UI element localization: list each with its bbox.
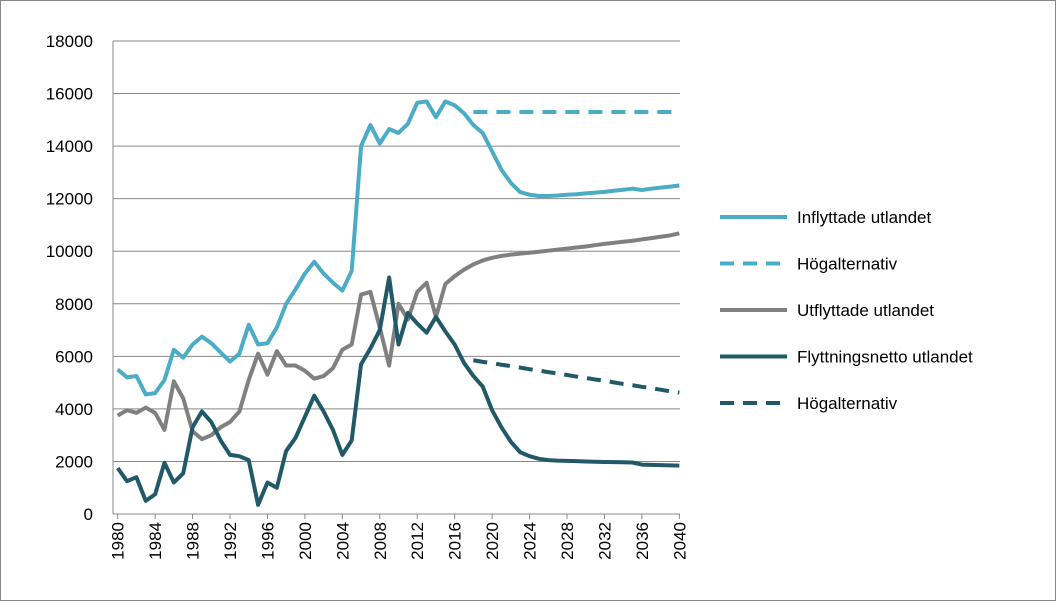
line-series xyxy=(473,358,680,395)
x-tick-label: 2024 xyxy=(521,522,540,560)
x-tick-label: 2032 xyxy=(595,522,614,560)
legend-label: Högalternativ xyxy=(797,394,898,413)
x-tick-label: 2020 xyxy=(483,522,502,560)
line-series xyxy=(116,275,680,507)
y-tick-label: 14000 xyxy=(46,137,93,156)
legend-label: Inflyttade utlandet xyxy=(797,208,931,227)
y-tick-label: 6000 xyxy=(55,347,93,366)
x-tick-label: 2008 xyxy=(371,522,390,560)
x-tick-label: 2000 xyxy=(296,522,315,560)
x-tick-label: 2036 xyxy=(633,522,652,560)
y-tick-label: 0 xyxy=(84,505,93,524)
y-tick-label: 18000 xyxy=(46,32,93,51)
y-tick-label: 8000 xyxy=(55,295,93,314)
x-tick-label: 1980 xyxy=(109,522,128,560)
x-tick-label: 2028 xyxy=(558,522,577,560)
x-tick-label: 2012 xyxy=(408,522,427,560)
legend-label: Utflyttade utlandet xyxy=(797,301,934,320)
x-tick-label: 2016 xyxy=(446,522,465,560)
y-tick-label: 16000 xyxy=(46,85,93,104)
y-tick-label: 2000 xyxy=(55,452,93,471)
x-tick-label: 1984 xyxy=(146,522,165,560)
line-series xyxy=(116,231,680,442)
x-tick-label: 2004 xyxy=(333,522,352,560)
legend-label: Högalternativ xyxy=(797,255,898,274)
legend-label: Flyttningsnetto utlandet xyxy=(797,348,973,367)
x-tick-label: 1988 xyxy=(184,522,203,560)
line-series xyxy=(116,99,680,397)
y-tick-label: 4000 xyxy=(55,400,93,419)
y-tick-label: 10000 xyxy=(46,242,93,261)
x-tick-label: 2040 xyxy=(670,522,689,560)
x-tick-label: 1992 xyxy=(221,522,240,560)
y-tick-label: 12000 xyxy=(46,190,93,209)
x-tick-label: 1996 xyxy=(258,522,277,560)
